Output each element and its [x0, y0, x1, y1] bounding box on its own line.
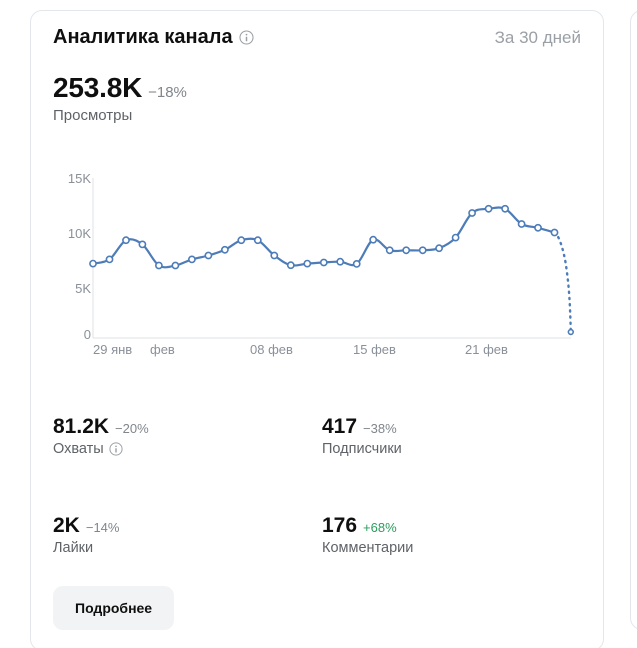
svg-text:фев: фев [150, 342, 175, 357]
svg-text:0: 0 [84, 327, 91, 342]
svg-text:5K: 5K [75, 281, 91, 296]
svg-text:21 фев: 21 фев [465, 342, 508, 357]
svg-text:15K: 15K [68, 171, 91, 186]
svg-text:15 фев: 15 фев [353, 342, 396, 357]
svg-text:08 фев: 08 фев [250, 342, 293, 357]
svg-text:10K: 10K [68, 226, 91, 241]
svg-text:29 янв: 29 янв [93, 342, 132, 357]
